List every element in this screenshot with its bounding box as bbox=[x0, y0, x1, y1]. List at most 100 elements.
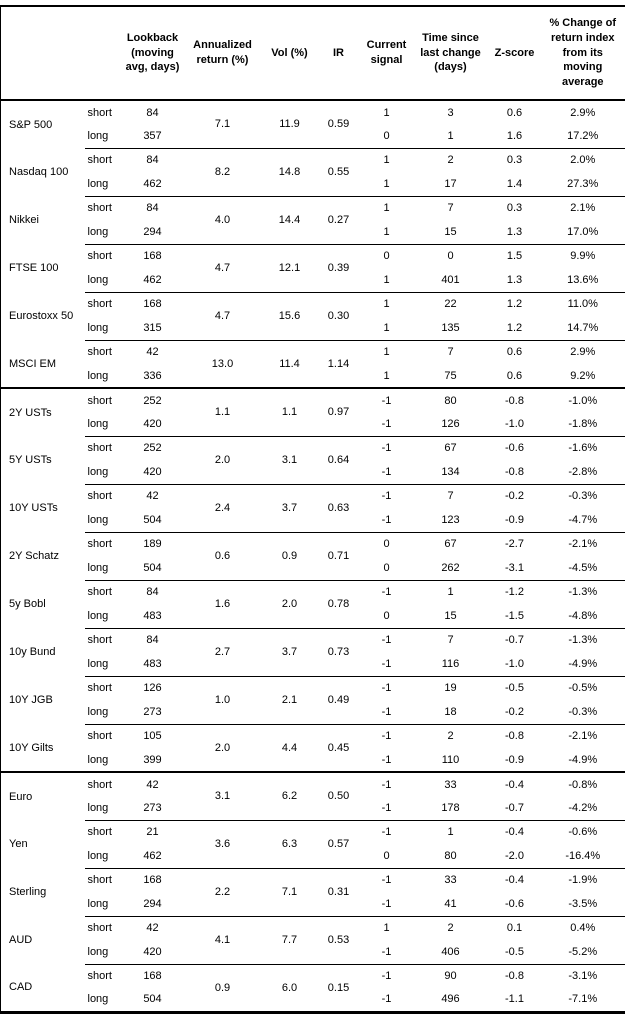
time-since-cell: 7 bbox=[447, 346, 454, 359]
lookback-cell: 21 bbox=[146, 826, 159, 839]
table-row: S&P 500 short 84 7.1 11.9 0.59 1 3 0.6 2.9% bbox=[1, 100, 625, 149]
horizon-cell: long bbox=[84, 556, 123, 581]
signal-cell: -1 bbox=[381, 730, 392, 743]
horizon-cell: long bbox=[84, 364, 123, 389]
table-row: 5y Bobl short 84 1.6 2.0 0.78 -1 1 -1.2 -1.3% bbox=[1, 580, 625, 629]
zscore-cell: -0.8 bbox=[505, 730, 524, 743]
signal-cell: 1 bbox=[383, 346, 390, 359]
horizon-cell: long bbox=[84, 940, 123, 965]
horizon-cell: long bbox=[84, 220, 123, 245]
pct-change-cell: 2.0% bbox=[570, 154, 596, 167]
table-header: Lookback (moving avg, days) Annualized r… bbox=[0, 6, 625, 101]
zscore-cell: -0.4 bbox=[505, 874, 524, 887]
header-horizon bbox=[84, 6, 123, 101]
table-row: 2Y USTs short 252 1.1 1.1 0.97 -1 80 -0.8 -1.0% bbox=[1, 388, 625, 437]
horizon-cell: long bbox=[84, 700, 123, 725]
time-since-cell: 80 bbox=[444, 394, 457, 407]
signal-cell: 1 bbox=[383, 922, 390, 935]
horizon-cell: short bbox=[87, 298, 112, 311]
pct-change-cell: -1.9% bbox=[568, 874, 598, 887]
time-since-cell: 67 bbox=[444, 538, 457, 551]
time-since-cell: 7 bbox=[447, 490, 454, 503]
table-row: 10Y JGB short 126 1.0 2.1 0.49 -1 19 -0.5 -0.5% bbox=[1, 676, 625, 725]
zscore-cell: -0.8 bbox=[488, 460, 541, 485]
zscore-cell: 1.2 bbox=[506, 298, 523, 311]
signal-cell: 0 bbox=[360, 124, 413, 149]
signal-cell: -1 bbox=[381, 826, 392, 839]
pct-change-cell: -3.5% bbox=[540, 892, 625, 917]
pct-change-cell: 17.0% bbox=[540, 220, 625, 245]
zscore-cell: -0.9 bbox=[488, 748, 541, 773]
lookback-cell: 168 bbox=[143, 298, 162, 311]
table-row: long 504 0 262 -3.1 -4.5% bbox=[1, 556, 625, 581]
signal-cell: -1 bbox=[360, 892, 413, 917]
horizon-cell: short bbox=[87, 538, 112, 551]
annualized-return-cell: 4.7 bbox=[182, 292, 263, 341]
signal-cell: 1 bbox=[360, 268, 413, 293]
time-since-cell: 15 bbox=[412, 604, 489, 629]
zscore-cell: 0.3 bbox=[506, 154, 523, 167]
zscore-cell: -2.0 bbox=[488, 844, 541, 869]
table-row: 10Y Gilts short 105 2.0 4.4 0.45 -1 2 -0.8 -2.1% bbox=[0, 724, 625, 773]
time-since-cell: 90 bbox=[444, 970, 457, 983]
pct-change-cell: 2.1% bbox=[570, 202, 596, 215]
ir-cell: 0.64 bbox=[316, 436, 361, 485]
zscore-cell: 0.6 bbox=[506, 106, 523, 119]
annualized-return-cell: 2.4 bbox=[182, 484, 263, 533]
time-since-cell: 15 bbox=[412, 220, 489, 245]
table-row: long 315 1 135 1.2 14.7% bbox=[1, 316, 625, 341]
ir-cell: 1.14 bbox=[316, 340, 361, 389]
pct-change-cell: -4.7% bbox=[540, 508, 625, 533]
lookback-cell: 105 bbox=[143, 730, 162, 743]
time-since-cell: 1 bbox=[412, 124, 489, 149]
zscore-cell: -0.7 bbox=[488, 796, 541, 821]
zscore-cell: -0.2 bbox=[488, 700, 541, 725]
horizon-cell: short bbox=[87, 922, 112, 935]
table-row: CAD short 168 0.9 6.0 0.15 -1 90 -0.8 -3.1% bbox=[1, 964, 625, 993]
signal-cell: -1 bbox=[381, 778, 392, 791]
pct-change-cell: 13.6% bbox=[540, 268, 625, 293]
asset-name-cell: Sterling bbox=[9, 886, 47, 898]
table-row: long 420 -1 134 -0.8 -2.8% bbox=[1, 460, 625, 485]
zscore-cell: -0.8 bbox=[505, 394, 524, 407]
vol-cell: 0.9 bbox=[262, 532, 317, 581]
annualized-return-cell: 13.0 bbox=[182, 340, 263, 389]
annualized-return-cell: 2.0 bbox=[182, 436, 263, 485]
asset-name-cell: 10y Bund bbox=[9, 646, 56, 658]
table-row: long 357 0 1 1.6 17.2% bbox=[1, 124, 625, 149]
time-since-cell: 178 bbox=[412, 796, 489, 821]
lookback-cell: 294 bbox=[122, 892, 183, 917]
lookback-cell: 294 bbox=[122, 220, 183, 245]
pct-change-cell: -3.1% bbox=[568, 970, 598, 983]
zscore-cell: -1.5 bbox=[488, 604, 541, 629]
annualized-return-cell: 1.1 bbox=[182, 388, 263, 437]
lookback-cell: 42 bbox=[146, 490, 159, 503]
lookback-cell: 189 bbox=[143, 538, 162, 551]
zscore-cell: -0.7 bbox=[505, 634, 524, 647]
horizon-cell: long bbox=[84, 844, 123, 869]
lookback-cell: 420 bbox=[122, 460, 183, 485]
horizon-cell: short bbox=[87, 442, 112, 455]
lookback-cell: 462 bbox=[122, 172, 183, 197]
zscore-cell: -0.4 bbox=[505, 778, 524, 791]
vol-cell: 14.4 bbox=[262, 196, 317, 245]
asset-name-cell: 2Y Schatz bbox=[9, 550, 59, 562]
time-since-cell: 22 bbox=[444, 298, 457, 311]
table-row: 10y Bund short 84 2.7 3.7 0.73 -1 7 -0.7 -1.3% bbox=[1, 628, 625, 677]
header-time-since-last-change: Time since last change (days) bbox=[412, 6, 489, 101]
lookback-cell: 462 bbox=[122, 268, 183, 293]
signal-cell: 0 bbox=[383, 250, 390, 263]
signal-cell: -1 bbox=[381, 442, 392, 455]
asset-name-cell: Euro bbox=[9, 790, 33, 803]
table-row: Euro short 42 3.1 6.2 0.50 -1 33 -0.4 -0.8% bbox=[1, 772, 625, 821]
lookback-cell: 84 bbox=[146, 106, 159, 119]
horizon-cell: short bbox=[87, 970, 112, 983]
zscore-cell: -2.7 bbox=[505, 538, 524, 551]
signal-cell: -1 bbox=[381, 490, 392, 503]
time-since-cell: 33 bbox=[444, 778, 457, 791]
signal-cell: -1 bbox=[381, 874, 392, 887]
signal-cell: 1 bbox=[383, 202, 390, 215]
horizon-cell: short bbox=[87, 586, 112, 599]
time-since-cell: 262 bbox=[412, 556, 489, 581]
time-since-cell: 123 bbox=[412, 508, 489, 533]
